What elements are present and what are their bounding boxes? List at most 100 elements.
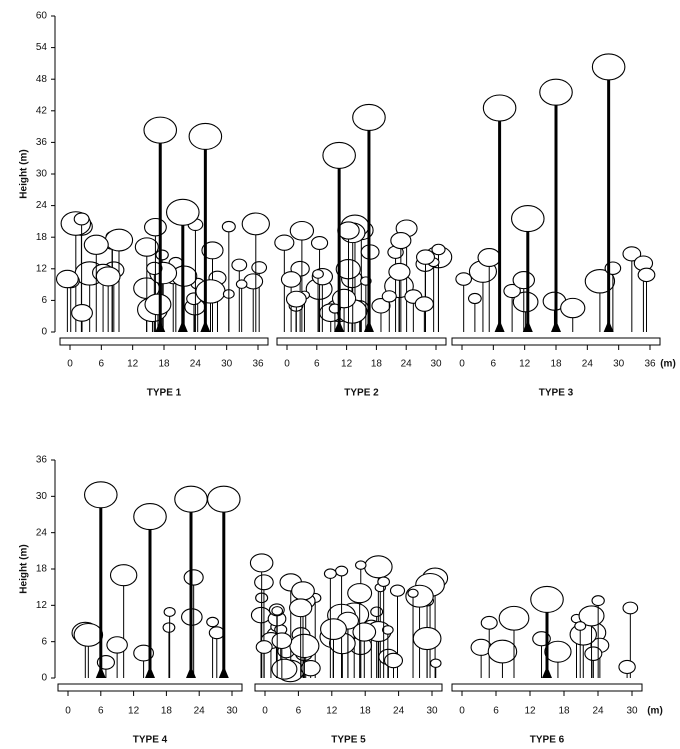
tree-crown: [487, 639, 518, 664]
tree-crown: [289, 633, 320, 659]
tree-crown: [55, 269, 79, 289]
tree-crown: [84, 481, 118, 509]
tree-crown: [512, 291, 539, 313]
tree-crown: [208, 626, 225, 640]
tree-base: [334, 320, 345, 332]
tree-crown: [388, 262, 411, 281]
x-axis-bar: [57, 683, 243, 692]
tree-base: [95, 666, 106, 678]
panel-label: TYPE 4: [133, 735, 168, 746]
x-tick-label: 0: [284, 359, 290, 370]
panel-label: TYPE 6: [530, 735, 565, 746]
tree-base: [145, 666, 155, 678]
tree-crown: [133, 503, 167, 531]
x-tick-label: 18: [161, 706, 173, 717]
tree-crown: [347, 583, 373, 604]
tree-crown: [274, 234, 295, 251]
x-axis-bar: [451, 683, 643, 692]
x-tick-label: 30: [626, 706, 638, 717]
tree-crown: [188, 122, 223, 150]
y-tick-label: 30: [36, 169, 48, 180]
tree-crown: [250, 606, 272, 624]
tree-crown: [310, 236, 329, 251]
tree-crown: [83, 234, 109, 255]
tree-crown: [591, 595, 605, 607]
tree-crown: [280, 271, 302, 288]
tree-crown: [389, 584, 406, 597]
x-tick-label: 12: [524, 706, 536, 717]
tree-base: [494, 320, 505, 332]
x-tick-label: 18: [558, 706, 570, 717]
y-tick-label: 12: [36, 263, 48, 274]
tree-crown: [539, 78, 573, 106]
tree-crown: [503, 283, 521, 299]
tree-crown: [251, 261, 268, 274]
y-tick-label: 18: [36, 232, 48, 243]
panel-label: TYPE 1: [147, 388, 182, 399]
x-tick-label: 12: [341, 359, 353, 370]
tree-crown: [560, 297, 586, 319]
x-unit: (m): [660, 359, 676, 370]
tree-crown: [71, 304, 93, 322]
tree-crown: [371, 297, 391, 314]
tree-base: [200, 320, 211, 332]
x-tick-label: 12: [127, 359, 139, 370]
x-tick-label: 36: [644, 359, 656, 370]
x-tick-label: 0: [65, 706, 71, 717]
x-tick-label: 6: [99, 359, 105, 370]
tree-crown: [174, 485, 208, 513]
x-tick-label: 30: [426, 706, 438, 717]
x-axis-bar: [59, 337, 269, 346]
tree-crown: [429, 658, 442, 668]
x-tick-label: 6: [491, 359, 497, 370]
x-tick-label: 30: [226, 706, 238, 717]
tree-crown: [255, 640, 273, 654]
y-tick-label: 6: [41, 295, 47, 306]
x-tick-label: 30: [613, 359, 625, 370]
y-axis-label: Height (m): [19, 544, 30, 593]
x-axis-bar: [451, 337, 661, 346]
y-tick-label: 0: [41, 673, 47, 684]
panel-label: TYPE 3: [539, 388, 574, 399]
tree-crown: [144, 293, 172, 316]
x-tick-label: 6: [296, 706, 302, 717]
tree-crown: [477, 248, 501, 268]
tree-crown: [73, 622, 104, 647]
x-tick-label: 6: [314, 359, 320, 370]
tree-crown: [584, 646, 603, 661]
panel-label: TYPE 2: [344, 388, 379, 399]
x-tick-label: 36: [252, 359, 264, 370]
x-tick-label: 0: [459, 706, 465, 717]
tree-crown: [134, 237, 159, 257]
tree-crown: [355, 560, 367, 570]
tree-crown: [370, 606, 384, 618]
tree-crown: [622, 246, 642, 262]
y-tick-label: 42: [36, 105, 48, 116]
tree-crown: [530, 585, 564, 613]
tree-crown: [467, 292, 482, 305]
tree-crown: [407, 588, 419, 598]
tree-crown: [381, 290, 397, 303]
tree-crown: [291, 581, 315, 601]
x-tick-label: 18: [360, 706, 372, 717]
tree-crown: [377, 576, 391, 587]
tree-crown: [352, 103, 386, 132]
tree-crown: [416, 249, 436, 265]
tree-crown: [334, 565, 349, 577]
tree-crown: [337, 221, 360, 240]
tree-base: [603, 320, 614, 332]
tree-crown: [591, 53, 626, 81]
tree-crown: [235, 279, 248, 289]
tree-crown: [201, 241, 224, 260]
y-tick-label: 24: [36, 200, 48, 211]
x-tick-label: 18: [550, 359, 562, 370]
tree-crown: [166, 198, 200, 226]
tree-crown: [285, 290, 307, 308]
x-unit: (m): [647, 706, 663, 717]
tree-crown: [323, 568, 337, 579]
tree-crown: [104, 228, 134, 252]
tree-crown: [431, 243, 446, 256]
y-tick-label: 18: [36, 564, 48, 575]
x-axis-bar: [276, 337, 447, 346]
tree-crown: [195, 279, 226, 304]
